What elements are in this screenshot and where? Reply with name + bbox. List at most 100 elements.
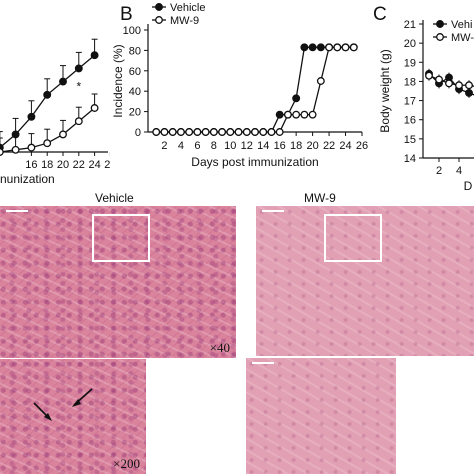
- x-tick-label: 8: [211, 140, 217, 152]
- legend-marker: [436, 33, 444, 41]
- x-axis-label: D: [464, 179, 473, 190]
- data-point: [445, 79, 453, 88]
- data-point: [218, 128, 227, 136]
- histology-mw9-low-mag: [256, 206, 474, 356]
- x-tick-label: 18: [290, 140, 302, 152]
- data-point: [43, 90, 52, 99]
- y-tick-label: 20: [129, 107, 141, 119]
- histology-mw9-high-mag: [246, 358, 396, 474]
- data-point: [160, 128, 169, 136]
- panel-b-letter: B: [120, 4, 133, 25]
- x-tick-label: 18: [41, 159, 53, 171]
- panel-c-plot-area: 1415161718192021246DBody weight (g)VehiM…: [378, 19, 474, 190]
- chart-panel-c: 1415161718192021246DBody weight (g)VehiM…: [378, 19, 474, 190]
- data-point: [185, 128, 194, 136]
- x-tick-label: 2: [161, 140, 167, 152]
- x-tick-label: 22: [323, 140, 335, 152]
- data-point: [316, 43, 325, 52]
- x-tick-label: 4: [178, 140, 184, 152]
- data-point: [465, 81, 473, 90]
- x-tick-label: 24: [339, 140, 351, 152]
- data-point: [275, 110, 284, 119]
- histology-vehicle-low-mag: ×40: [0, 206, 236, 358]
- data-point: [152, 128, 161, 136]
- legend-marker: [155, 16, 163, 24]
- data-point: [74, 64, 83, 73]
- y-axis-label: Incidence (%): [111, 44, 125, 117]
- x-axis-label: Days post immunization: [191, 155, 318, 169]
- significance-mark: *: [76, 79, 81, 93]
- legend-label: MW-9: [170, 15, 199, 27]
- y-tick-label: 19: [404, 57, 416, 69]
- x-tick-label: 6: [194, 140, 200, 152]
- x-tick-label: 16: [25, 159, 37, 171]
- y-tick-label: 15: [404, 134, 416, 146]
- y-tick-label: 18: [404, 76, 416, 88]
- magnification-label: ×40: [209, 340, 230, 355]
- data-point: [176, 128, 185, 136]
- data-point: [325, 43, 334, 52]
- scale-bar: [252, 362, 274, 364]
- legend-label: MW-: [451, 32, 474, 44]
- zoom-region-box: [324, 214, 382, 262]
- x-tick-label: 20: [57, 159, 69, 171]
- panel-c-letter: C: [373, 4, 387, 25]
- data-point: [308, 43, 317, 52]
- legend-marker: [436, 20, 444, 28]
- data-point: [292, 94, 301, 103]
- lesion-arrows: [33, 388, 93, 421]
- data-point: [283, 110, 292, 119]
- data-point: [341, 43, 350, 52]
- data-point: [435, 75, 443, 84]
- zoom-region-box: [92, 214, 150, 262]
- panel-a-xlabel: nunization: [0, 172, 55, 186]
- y-tick-label: 80: [129, 45, 141, 57]
- x-tick-label: 26: [104, 159, 110, 171]
- x-tick-label: 20: [306, 140, 318, 152]
- data-point: [242, 128, 251, 136]
- y-tick-label: 20: [404, 38, 416, 50]
- data-point: [275, 128, 284, 136]
- y-tick-label: 14: [404, 153, 416, 165]
- data-point: [333, 43, 342, 52]
- data-point: [267, 128, 276, 136]
- x-tick-label: 24: [88, 159, 100, 171]
- y-tick-label: 21: [404, 19, 416, 31]
- data-point: [316, 77, 325, 85]
- y-tick-label: 0: [135, 127, 141, 139]
- x-tick-label: 2: [436, 165, 442, 177]
- data-point: [74, 117, 83, 126]
- data-point: [292, 110, 301, 119]
- x-tick-label: 16: [274, 140, 286, 152]
- series-line-1: [156, 46, 354, 133]
- data-point: [59, 130, 67, 139]
- y-tick-label: 17: [404, 96, 416, 108]
- series-line-0: [156, 46, 354, 133]
- scale-bar: [6, 210, 28, 212]
- data-point: [193, 128, 202, 136]
- data-point: [226, 128, 235, 136]
- y-tick-label: 60: [129, 66, 141, 78]
- histology-vehicle-high-mag: ×200: [0, 359, 146, 474]
- data-point: [0, 148, 4, 156]
- data-point: [251, 128, 259, 136]
- legend-label: Vehicle: [170, 2, 205, 14]
- y-tick-label: 100: [123, 25, 141, 37]
- data-point: [90, 104, 99, 112]
- data-point: [455, 81, 463, 90]
- data-point: [43, 139, 52, 148]
- magnification-label: ×200: [113, 456, 140, 471]
- scale-bar: [262, 210, 284, 212]
- y-tick-label: 16: [404, 115, 416, 127]
- data-point: [11, 145, 20, 154]
- data-point: [201, 128, 210, 136]
- data-point: [168, 128, 177, 136]
- data-point: [349, 43, 358, 52]
- data-point: [425, 71, 433, 80]
- data-point: [465, 88, 473, 97]
- legend-marker: [155, 3, 163, 11]
- data-point: [259, 128, 268, 136]
- histology-mw9-title: MW-9: [304, 191, 336, 205]
- data-point: [59, 77, 67, 86]
